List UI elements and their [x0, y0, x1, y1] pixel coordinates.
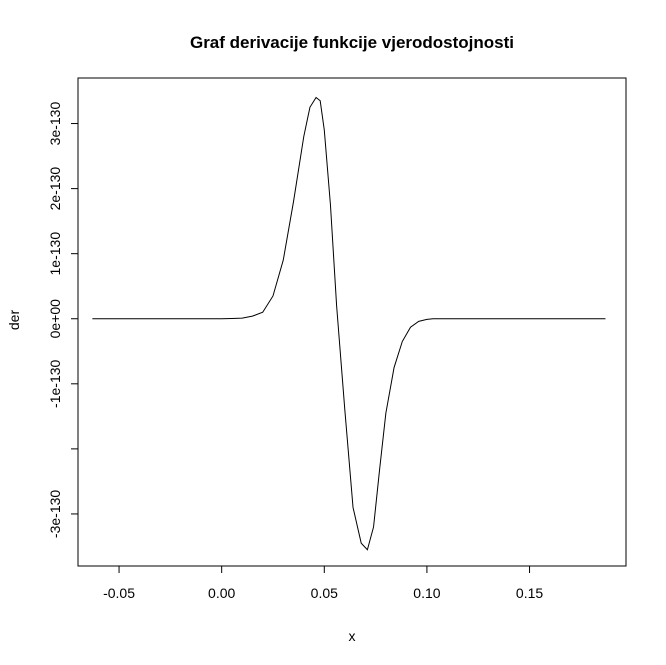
- y-tick-label: 3e-130: [47, 102, 63, 146]
- y-axis-label: der: [6, 310, 22, 331]
- x-tick-label: 0.00: [208, 585, 235, 601]
- x-tick-label: 0.15: [516, 585, 543, 601]
- x-tick-label: 0.05: [311, 585, 338, 601]
- y-tick-label: 2e-130: [47, 167, 63, 211]
- x-tick-label: 0.10: [413, 585, 440, 601]
- series-line: [92, 96, 606, 551]
- y-tick-label: -3e-130: [47, 490, 63, 538]
- y-tick-label: -1e-130: [47, 359, 63, 407]
- y-tick-label: 0e+00: [47, 299, 63, 339]
- x-axis-label: x: [349, 628, 356, 644]
- y-tick-label: 1e-130: [47, 232, 63, 276]
- chart-title: Graf derivacije funkcije vjerodostojnost…: [190, 33, 514, 52]
- x-tick-label: -0.05: [103, 585, 135, 601]
- y-axis: -3e-130 -1e-130 0e+00 1e-130 2e-130 3e-130: [47, 102, 79, 538]
- x-axis: -0.05 0.00 0.05 0.10 0.15: [103, 565, 543, 601]
